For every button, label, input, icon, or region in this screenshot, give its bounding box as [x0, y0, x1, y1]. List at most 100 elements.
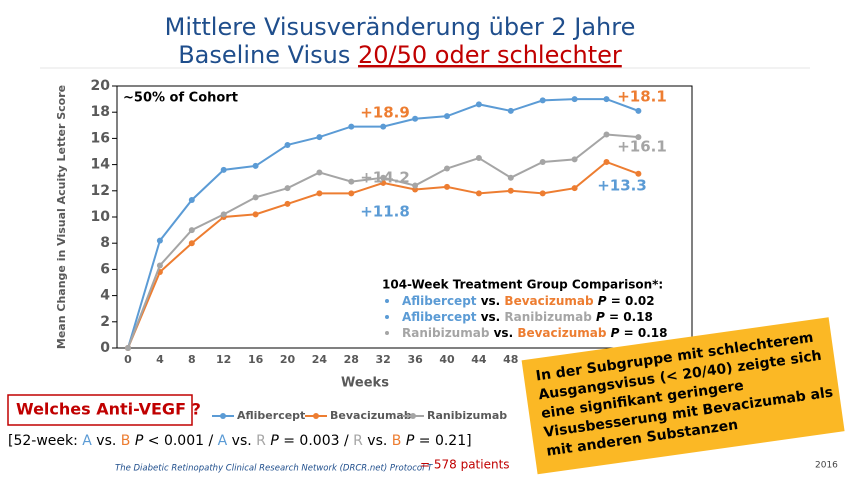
footnote-part: = 0.21]	[414, 433, 471, 449]
point	[188, 227, 195, 234]
comparison-part: P	[594, 294, 607, 308]
x-tick-label: 16	[248, 353, 264, 366]
point	[380, 174, 387, 181]
legend-label: Ranibizumab	[427, 409, 507, 422]
point	[220, 166, 227, 173]
point	[444, 113, 450, 120]
point	[571, 96, 578, 103]
comparison-part: Bevacizumab	[517, 326, 607, 340]
point	[539, 158, 546, 165]
point	[220, 211, 227, 218]
point	[125, 345, 131, 351]
x-tick-label: 28	[344, 353, 359, 366]
comparison-title: 104-Week Treatment Group Comparison*:	[382, 278, 663, 292]
point	[156, 237, 163, 244]
comparison: Ranibizumab vs. Bevacizumab P = 0.18	[402, 326, 667, 340]
point	[539, 190, 546, 197]
annotation: +14.2	[360, 169, 410, 187]
comparison-part: Ranibizumab	[504, 310, 592, 324]
footnote-part: A	[218, 433, 228, 449]
annotation: +18.1	[617, 88, 667, 106]
x-axis-label: Weeks	[341, 376, 389, 391]
legend-label: Bevacizumab	[330, 409, 412, 422]
y-tick-label: 6	[100, 261, 110, 277]
y-tick-label: 18	[91, 104, 110, 120]
title-line2-part: Baseline Visus	[178, 41, 358, 69]
point	[444, 165, 450, 172]
point	[316, 169, 323, 176]
point	[475, 190, 482, 197]
point	[475, 101, 482, 108]
comparison-part: Aflibercept	[402, 294, 477, 308]
point	[156, 262, 163, 269]
question-box	[7, 394, 193, 426]
comparison-part: vs.	[477, 310, 505, 324]
y-tick-label: 16	[91, 130, 110, 146]
y-axis-label: Mean Change in Visual Acuity Letter Scor…	[55, 85, 68, 349]
footnote-part: P	[401, 433, 414, 449]
x-tick-label: 44	[471, 353, 487, 366]
annotation: +13.3	[597, 177, 647, 195]
legend-marker	[220, 413, 226, 419]
source: The Diabetic Retinopathy Clinical Resear…	[115, 464, 433, 474]
y-tick-label: 14	[91, 157, 111, 173]
footnote-part: vs.	[92, 433, 121, 449]
point	[316, 190, 323, 197]
question: Welches Anti-VEGF ?	[16, 400, 201, 419]
point	[316, 134, 323, 141]
cohort-note: ~50% of Cohort	[123, 91, 238, 106]
comparison-part: Bevacizumab	[504, 294, 594, 308]
title: Mittlere Visusveränderung über 2 Jahre	[165, 13, 636, 41]
point	[188, 196, 195, 203]
footnote-part: vs.	[363, 433, 392, 449]
comparison-part: = 0.18	[619, 326, 667, 340]
point	[348, 190, 355, 197]
y-tick-label: 4	[100, 288, 110, 304]
x-tick-label: 36	[407, 353, 423, 366]
point	[252, 194, 259, 201]
comparison-part: vs.	[477, 294, 505, 308]
title-line2-part: 20/50 oder schlechter	[358, 41, 622, 69]
annotation: +11.8	[360, 203, 410, 221]
y-tick-label: 0	[100, 340, 110, 356]
point	[380, 179, 387, 186]
year: 2016	[815, 461, 838, 471]
title-line2: Baseline Visus 20/50 oder schlechter	[178, 41, 622, 69]
x-tick-label: 8	[188, 353, 196, 366]
point	[380, 123, 387, 130]
footnote-part: = 0.003 /	[279, 433, 353, 449]
point	[412, 182, 419, 189]
x-tick-label: 32	[376, 353, 391, 366]
footnote-part: P	[130, 433, 143, 449]
callout: In der Subgruppe mit schlechteremAusgang…	[521, 317, 845, 475]
y-tick-label: 20	[91, 78, 111, 94]
y-tick-label: 10	[91, 209, 111, 225]
x-tick-label: 20	[280, 353, 296, 366]
x-tick-label: 4	[156, 353, 164, 366]
point	[444, 183, 450, 190]
point	[284, 185, 291, 192]
point	[635, 107, 642, 114]
point	[252, 162, 259, 169]
point	[475, 155, 482, 162]
x-tick-label: 0	[124, 353, 132, 366]
x-tick-label: 12	[216, 353, 231, 366]
point	[603, 96, 610, 103]
point	[348, 178, 355, 185]
point	[571, 185, 578, 192]
annotation: +16.1	[617, 138, 667, 156]
patients: = 578 patients	[420, 458, 510, 472]
footnote-part: < 0.001 /	[143, 433, 217, 449]
y-tick-label: 2	[100, 314, 110, 330]
point	[539, 97, 546, 104]
comparison-part: Aflibercept	[402, 310, 477, 324]
footnote-part: A	[82, 433, 92, 449]
bullet	[385, 315, 389, 319]
point	[507, 107, 514, 114]
point	[412, 115, 419, 122]
point	[603, 158, 610, 165]
legend-marker	[313, 413, 319, 419]
y-tick-label: 8	[100, 235, 110, 251]
point	[252, 211, 259, 218]
